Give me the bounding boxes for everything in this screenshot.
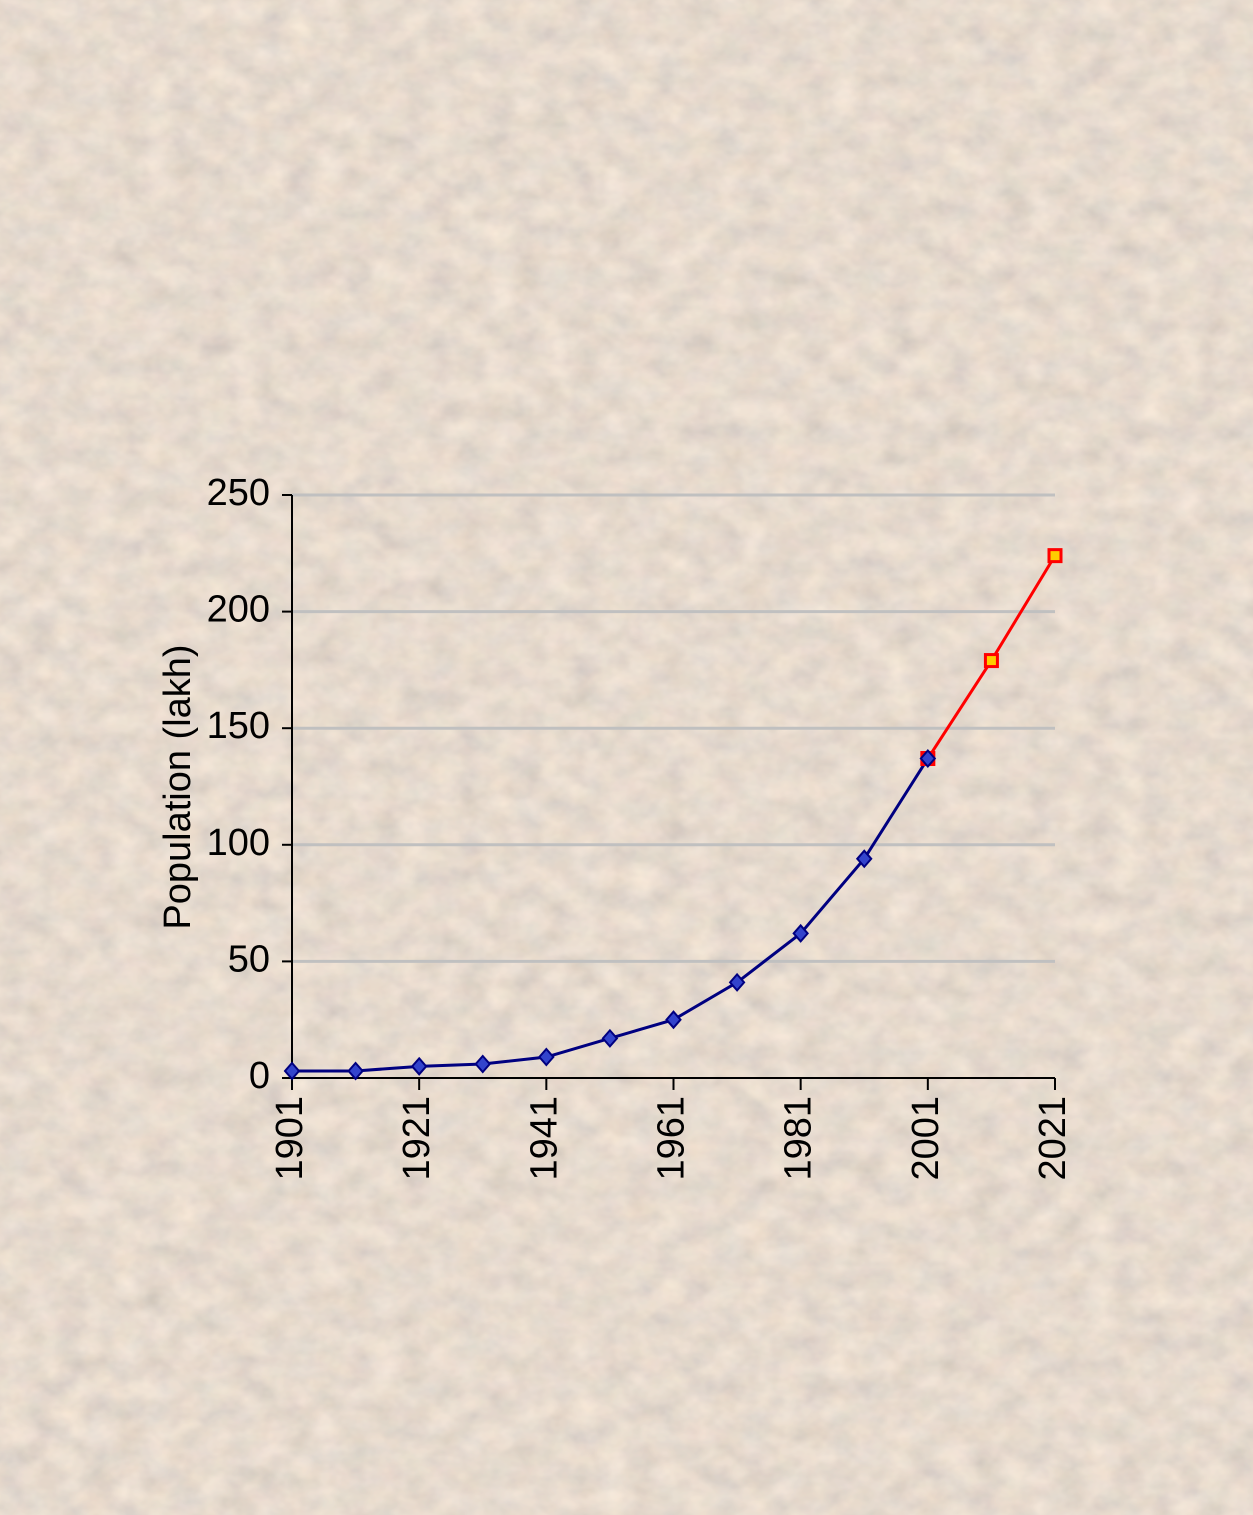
y-tick-label: 0 xyxy=(249,1055,270,1097)
y-tick-label: 50 xyxy=(228,938,270,980)
marker xyxy=(985,655,997,667)
x-tick-label: 1961 xyxy=(651,1096,693,1181)
x-tick-label: 1921 xyxy=(396,1096,438,1181)
chart: Population (lakh) 0 50 100 150 200 250 1901 192… xyxy=(0,0,1253,1515)
y-axis-label: Population (lakh) xyxy=(157,644,199,929)
y-tick-label: 200 xyxy=(207,589,270,631)
x-tick-label: 2001 xyxy=(905,1096,947,1181)
x-tick-label: 1981 xyxy=(778,1096,820,1181)
x-tick-label: 1941 xyxy=(523,1096,565,1181)
marker xyxy=(1049,550,1061,562)
x-tick-label: 1901 xyxy=(269,1096,311,1181)
y-tick-label: 100 xyxy=(207,822,270,864)
x-tick-label: 2021 xyxy=(1032,1096,1074,1181)
y-tick-label: 150 xyxy=(207,705,270,747)
y-tick-label: 250 xyxy=(207,472,270,514)
